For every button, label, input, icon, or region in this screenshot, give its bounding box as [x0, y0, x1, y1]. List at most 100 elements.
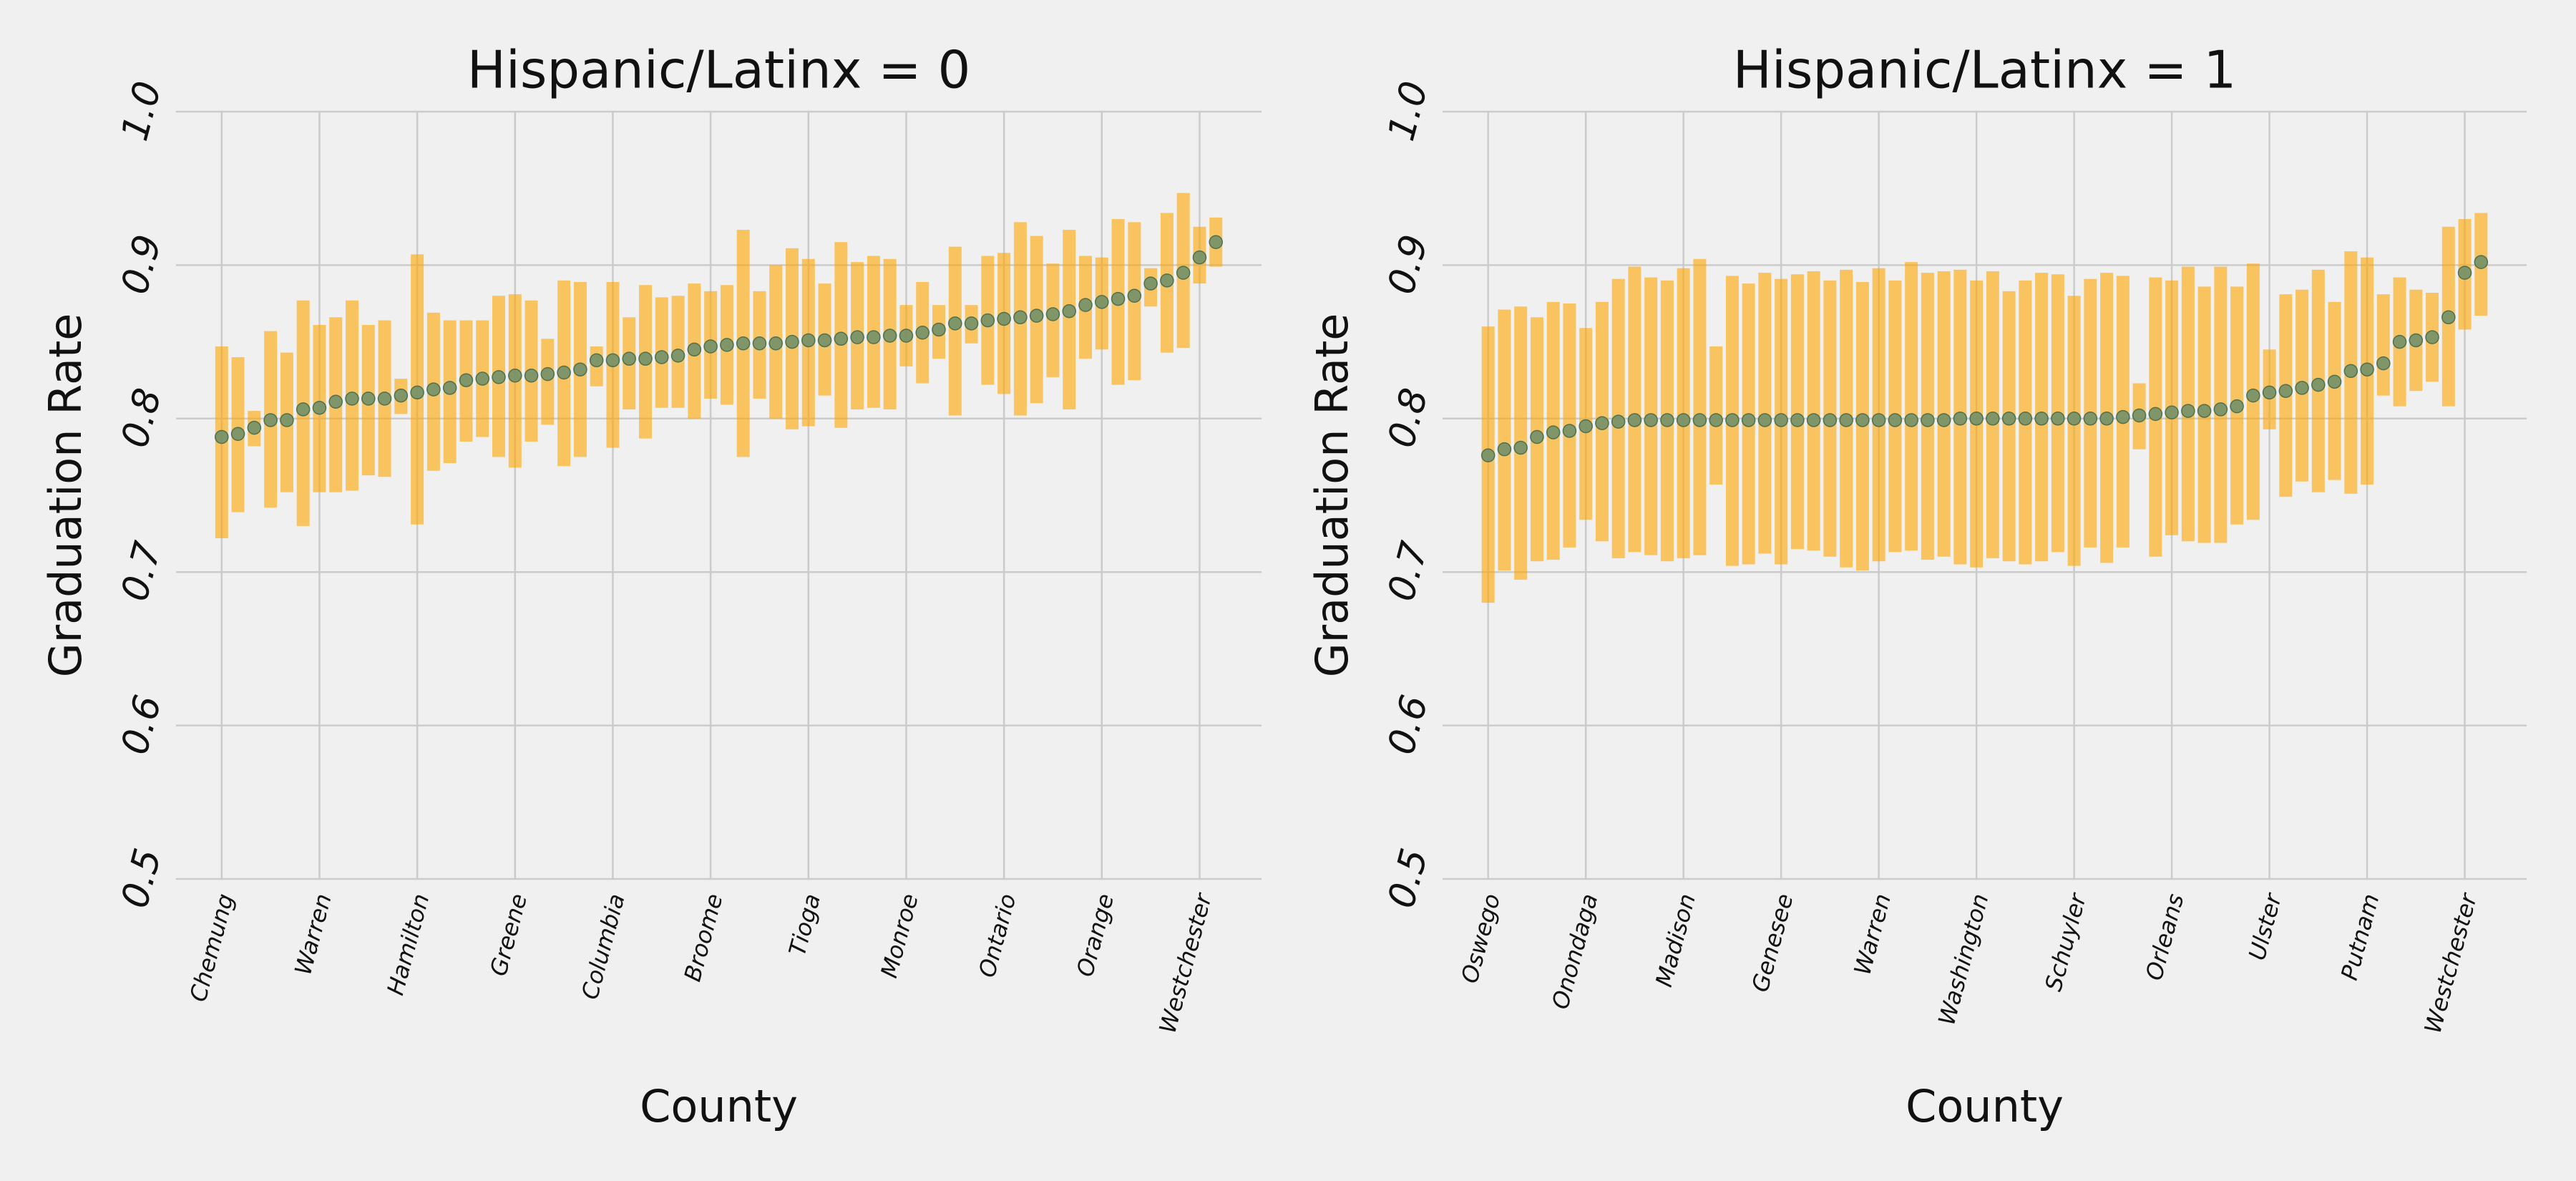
error-bar	[1693, 258, 1707, 555]
point	[2001, 412, 2016, 426]
point	[1774, 413, 1788, 427]
point	[1480, 448, 1496, 463]
point	[280, 413, 294, 427]
error-bar	[1063, 230, 1076, 409]
point	[2165, 405, 2179, 419]
point	[899, 329, 914, 343]
point	[736, 336, 751, 351]
point	[670, 349, 686, 363]
point	[1953, 412, 1968, 426]
point	[785, 334, 799, 349]
point	[492, 370, 506, 384]
point	[2311, 377, 2326, 392]
point	[2018, 412, 2033, 426]
point	[557, 365, 571, 380]
error-bar	[1481, 326, 1495, 603]
point	[1562, 424, 1577, 438]
point	[1806, 413, 1821, 427]
point	[2067, 412, 2082, 426]
point	[1986, 412, 2000, 426]
point	[1921, 413, 1935, 427]
chart-title: Hispanic/Latinx = 0	[467, 40, 971, 100]
point	[1969, 412, 1984, 426]
x-axis-label: County	[1906, 1080, 2064, 1132]
point	[1209, 235, 1223, 249]
point	[1530, 429, 1544, 444]
error-bar	[1790, 274, 1804, 550]
point	[1513, 440, 1528, 455]
point	[345, 392, 359, 406]
point	[2360, 362, 2374, 376]
error-bar	[1628, 266, 1641, 553]
point	[312, 401, 327, 415]
point	[1127, 288, 1142, 303]
point	[2425, 330, 2439, 344]
point	[622, 351, 636, 366]
point	[1741, 413, 1756, 427]
point	[2457, 266, 2472, 280]
point	[508, 369, 522, 383]
point	[1904, 413, 1918, 427]
point	[2132, 408, 2147, 423]
point	[1839, 413, 1853, 427]
point	[247, 420, 262, 435]
point	[2051, 412, 2065, 426]
point	[394, 388, 409, 403]
point	[1497, 442, 1512, 457]
point	[1143, 276, 1158, 291]
point	[1111, 291, 1126, 306]
point	[1757, 413, 1772, 427]
point	[2197, 404, 2212, 418]
point	[2409, 333, 2424, 348]
point	[720, 338, 734, 352]
error-bar	[2328, 301, 2341, 480]
point	[1823, 413, 1838, 427]
point	[655, 350, 669, 364]
point	[2295, 381, 2309, 395]
point	[2181, 404, 2195, 418]
point	[638, 351, 653, 366]
point	[2327, 374, 2342, 389]
point	[2278, 384, 2293, 398]
point	[1627, 413, 1642, 427]
point	[817, 333, 832, 348]
point	[1160, 273, 1174, 288]
error-bar	[948, 246, 962, 416]
point	[703, 339, 718, 354]
point	[932, 322, 946, 337]
point	[2441, 310, 2456, 325]
point	[1078, 298, 1093, 312]
point	[230, 427, 245, 441]
point	[2392, 334, 2407, 349]
error-bar	[1498, 309, 1511, 571]
point	[377, 392, 392, 406]
point	[1888, 413, 1903, 427]
point	[2343, 364, 2358, 379]
point	[361, 392, 376, 406]
point	[410, 385, 424, 400]
point	[1062, 303, 1076, 319]
point	[2034, 412, 2049, 426]
point	[2116, 409, 2130, 424]
point	[2262, 385, 2277, 400]
point	[263, 413, 278, 427]
point	[1045, 307, 1060, 321]
point	[867, 330, 881, 344]
error-bar	[2002, 291, 2016, 562]
point	[997, 311, 1011, 326]
point	[1871, 413, 1886, 427]
point	[1936, 413, 1951, 427]
point	[2213, 402, 2228, 417]
y-axis-label: Graduation Rate	[1306, 314, 1358, 678]
point	[1595, 416, 1609, 430]
point	[1676, 413, 1691, 427]
point	[573, 362, 587, 376]
y-axis-label: Graduation Rate	[39, 314, 92, 678]
point	[1855, 413, 1870, 427]
point	[834, 331, 849, 346]
point	[915, 325, 930, 340]
point	[459, 373, 474, 387]
point	[1095, 295, 1109, 309]
x-axis-label: County	[640, 1080, 798, 1132]
